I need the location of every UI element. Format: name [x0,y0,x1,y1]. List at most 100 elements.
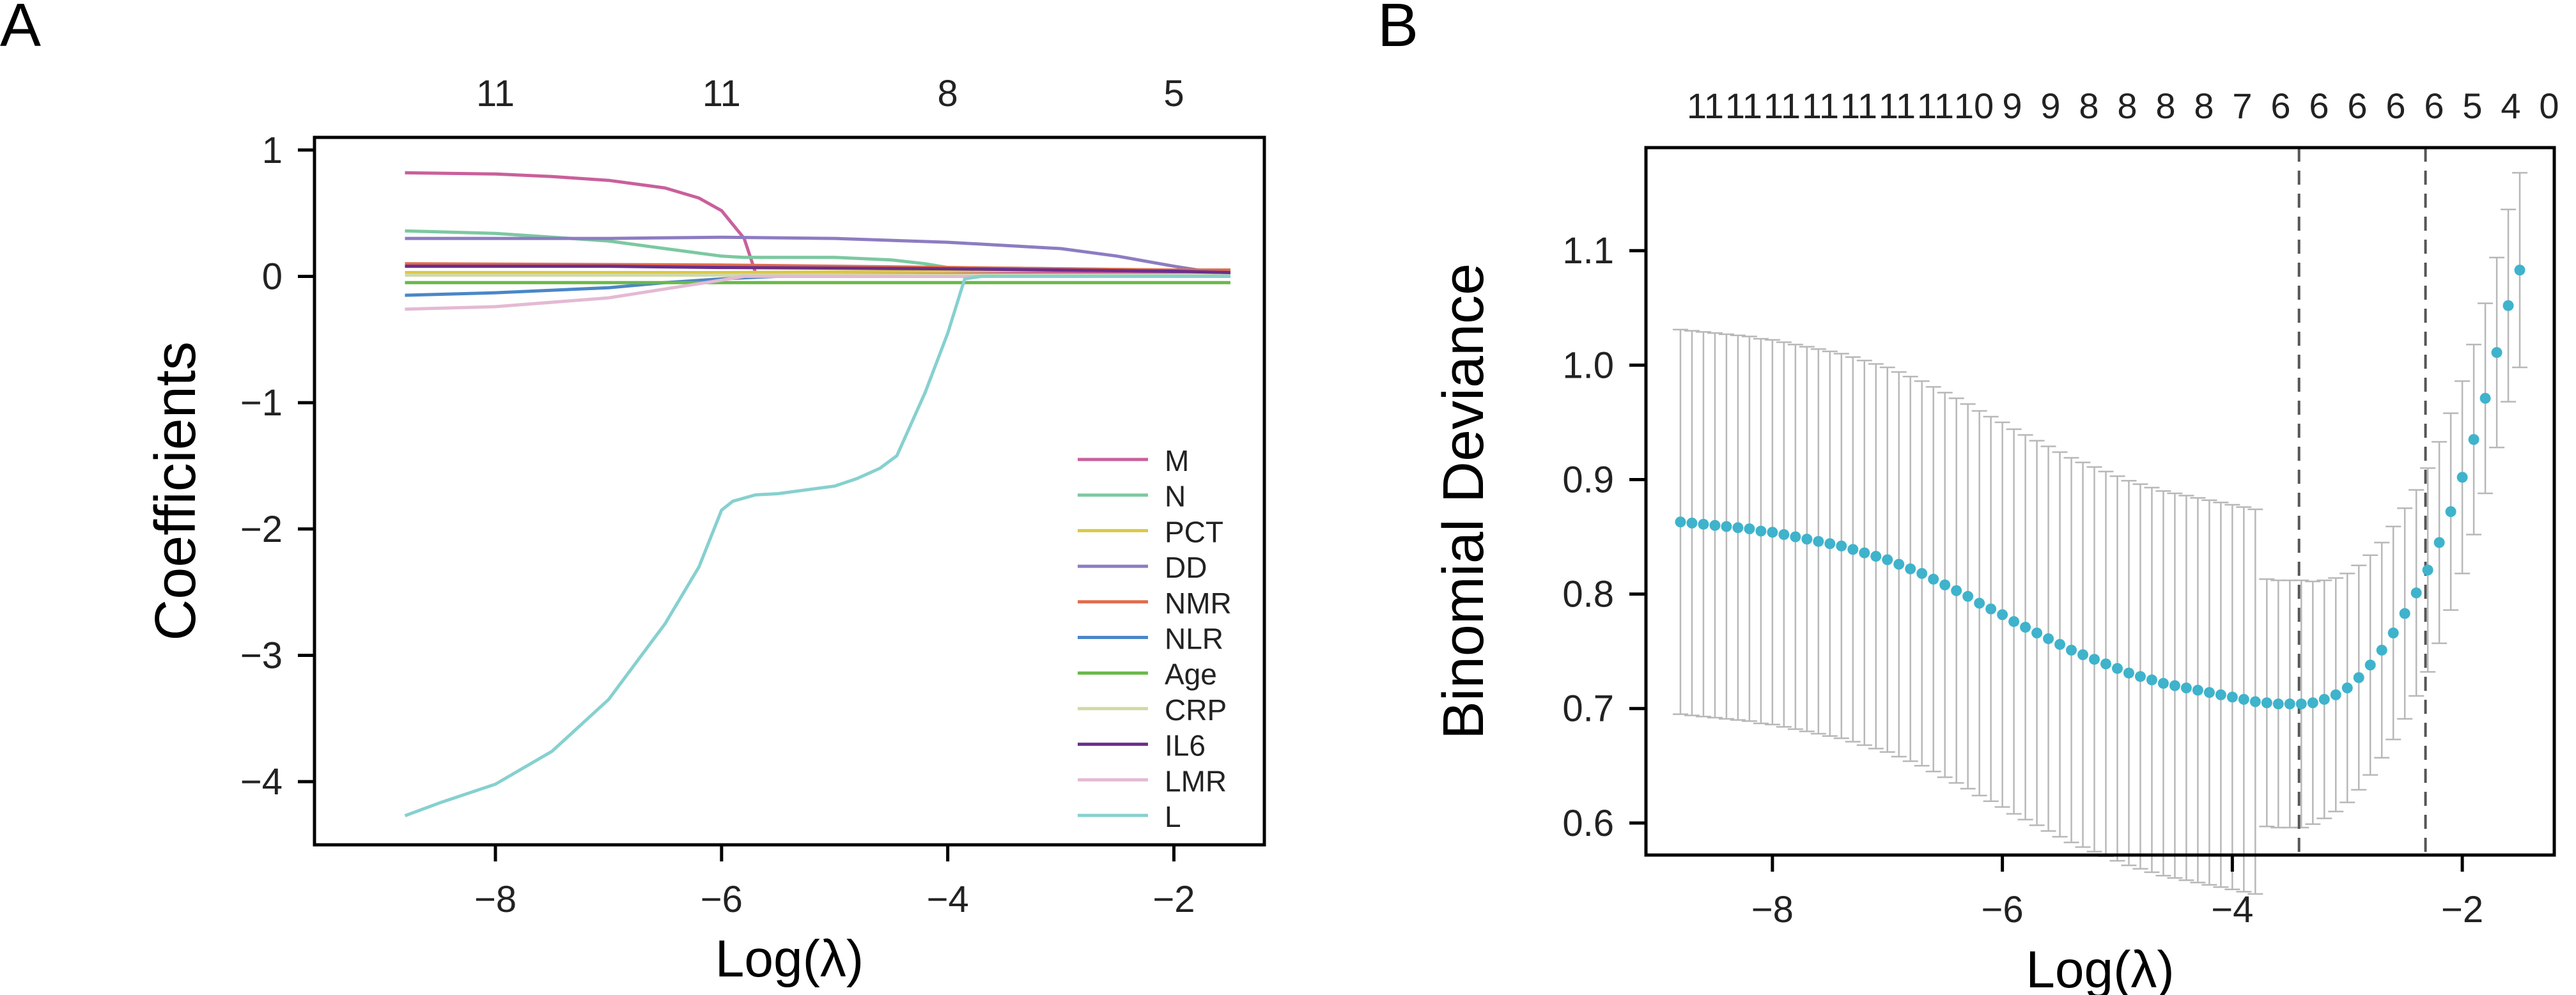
data-point [2514,265,2526,276]
top-axis-count: 8 [2117,86,2137,126]
top-axis-count: 11 [476,73,515,114]
data-point [2054,638,2066,650]
top-axis-count: 7 [2232,86,2252,126]
x-tick-label: −6 [1982,889,2024,930]
data-point [2020,622,2031,633]
data-point [2468,434,2479,445]
data-point [2387,627,2399,638]
legend-label-l: L [1165,800,1181,833]
data-point [2249,696,2261,707]
data-point [1847,544,1859,555]
plot-frame [1644,146,2556,857]
data-point [1905,563,1916,575]
top-axis-count: 11 [1687,86,1724,126]
data-point [2491,347,2502,359]
data-point [2100,658,2111,670]
data-point [1778,528,1790,540]
data-point [2215,689,2226,700]
y-tick-label: 0 [262,256,283,297]
data-point [1962,590,1974,602]
y-tick-label: 0.8 [1562,574,1614,615]
top-axis-count: 8 [938,73,958,114]
x-tick-label: −2 [2441,889,2483,930]
top-axis-count: 6 [2424,86,2444,126]
top-axis-count: 11 [1879,86,1916,126]
y-tick-label: −2 [240,509,283,550]
data-point [2341,682,2353,693]
top-axis-count: 6 [2270,86,2290,126]
data-point [2146,674,2157,686]
data-point [1997,609,2008,621]
data-point [1675,516,1686,528]
data-point [1859,547,1870,559]
data-point [2330,689,2341,700]
top-axis-count: 6 [2386,86,2405,126]
data-point [2399,608,2410,619]
data-point [1801,534,1813,545]
data-point [2180,682,2192,693]
y-tick-label: −4 [240,761,283,803]
y-axis-label: Coefficients [144,341,208,641]
legend-label-crp: CRP [1165,693,1227,727]
top-axis-count: 11 [1840,86,1877,126]
binomial-deviance-chart: 0.60.70.80.91.01.1−8 −6 −4 −211 11 11 11 11 11 11… [1432,86,2559,995]
series-line-l [404,274,1230,817]
x-axis-label: Log(λ) [2026,941,2174,995]
data-point [1790,531,1801,543]
data-point [2089,654,2100,665]
y-tick-label: 1 [262,130,283,171]
data-point [2456,472,2468,483]
data-point [2203,687,2215,698]
data-point [2364,659,2376,671]
data-point [1744,523,1755,534]
panel-b-label: B [1377,0,1418,59]
y-tick-label: 0.7 [1562,688,1614,730]
x-tick-label: −8 [474,879,516,920]
top-axis-count: 0 [2539,86,2559,126]
data-point [1732,522,1744,534]
series-line-nlr [405,274,1230,297]
data-point [1767,527,1778,538]
data-point [2353,672,2364,683]
data-point [1721,521,1732,532]
data-point [1836,540,1847,551]
data-point [2445,506,2456,518]
data-point [2307,697,2318,709]
x-axis-label: Log(λ) [715,930,864,988]
data-point [2169,680,2180,691]
legend-label-nlr: NLR [1165,622,1223,656]
top-axis-count: 11 [1802,86,1839,126]
data-point [2123,667,2134,679]
data-point [1824,538,1836,550]
top-axis-count: 8 [2155,86,2175,126]
data-point [1951,585,1962,596]
panel-a-label: A [0,0,41,59]
data-point [2238,693,2249,705]
data-point [1893,559,1905,570]
data-point [2043,633,2054,644]
top-axis-count: 10 [1954,86,1994,126]
data-point [2376,644,2387,656]
y-tick-label: 0.6 [1562,803,1614,844]
legend-label-dd: DD [1165,551,1207,584]
y-tick-label: 1.1 [1562,230,1614,272]
top-axis-count: 11 [1764,86,1801,126]
top-axis-count: 11 [702,73,741,114]
legend-label-nmr: NMR [1165,587,1232,620]
data-point [2422,564,2433,576]
data-point [2410,587,2422,599]
data-point [1985,603,1997,615]
data-point [1928,573,1939,585]
data-point [2134,671,2146,683]
top-axis-count: 6 [2347,86,2367,126]
top-axis-count: 6 [2309,86,2329,126]
data-point [2111,663,2123,674]
top-axis-count: 5 [1163,73,1184,114]
data-point [1755,525,1767,537]
data-point [1709,520,1721,531]
series-line-il6 [405,265,1230,274]
top-axis-count: 9 [2002,86,2022,126]
data-point [1916,567,1928,579]
data-point [2031,627,2043,638]
data-point [2318,693,2330,705]
